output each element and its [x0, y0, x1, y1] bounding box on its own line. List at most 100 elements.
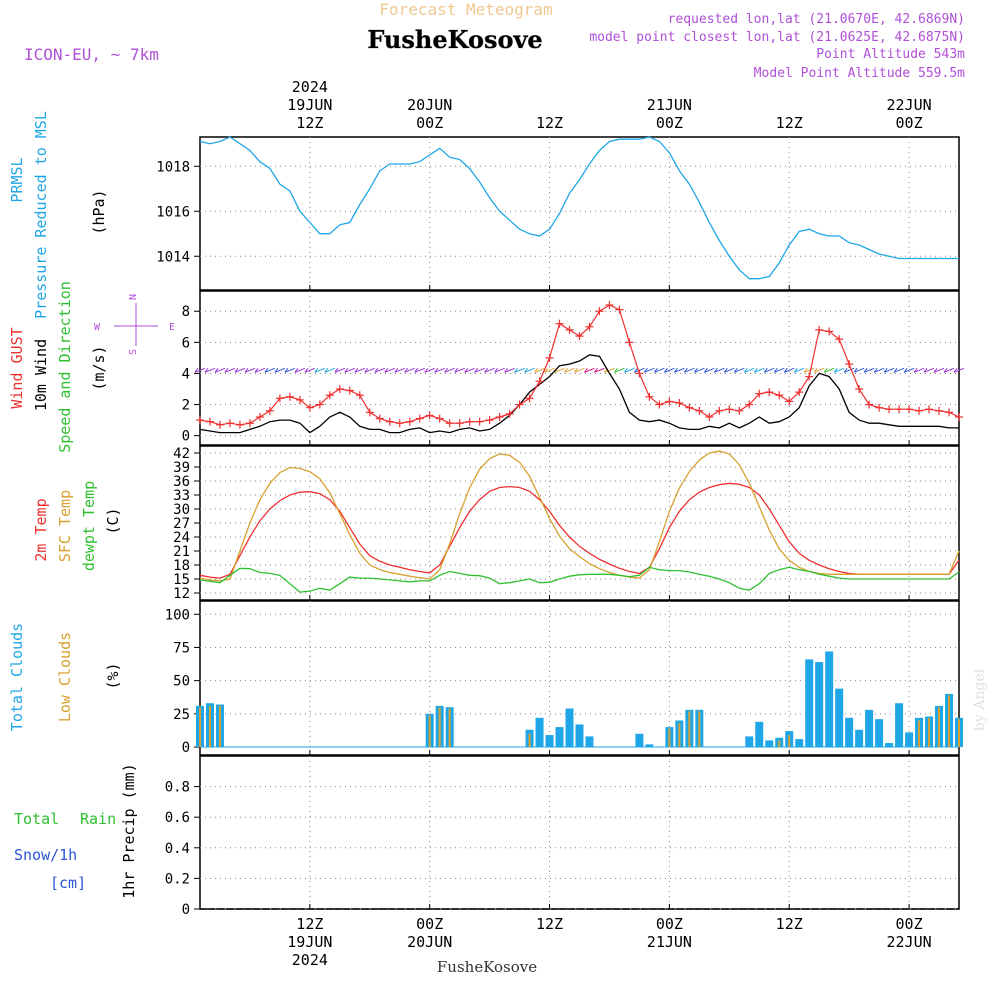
wind-barb [414, 367, 425, 373]
temperature-ytick-label: 33 [173, 488, 190, 504]
wind-gust-point [585, 322, 594, 331]
bottom-tick-label: 21JUN [647, 933, 692, 951]
wind-ytick-label: 6 [182, 335, 190, 351]
wind-barb-shaft [873, 367, 885, 373]
wind-gust-point [715, 406, 724, 415]
wind-barb-head [853, 368, 858, 373]
total-cloud-bar [645, 744, 654, 748]
wind-ytick-label: 0 [182, 429, 190, 445]
wind-barb-shaft [384, 367, 395, 373]
wind-gust-point [425, 411, 434, 420]
bottom-tick-label: 00Z [656, 915, 683, 933]
wind-barb-head [474, 368, 479, 373]
wind-barb-head [384, 368, 389, 373]
wind-barb-shaft [204, 367, 216, 373]
wind-barb [464, 367, 475, 373]
wind-gust-point [695, 406, 704, 415]
wind-10m-label: 10m Wind [32, 339, 50, 411]
wind-gust-point [765, 388, 774, 397]
total-cloud-bar [585, 736, 594, 748]
temperature-ytick-label: 21 [173, 544, 190, 560]
total-cloud-bar [845, 717, 854, 748]
wind-barb-head [484, 368, 489, 373]
wind-barb-head [524, 368, 528, 373]
wind-gust-point [775, 391, 784, 400]
temperature-ytick-label: 36 [173, 474, 190, 490]
wind-barb [683, 367, 695, 373]
wind-barb-head [813, 368, 818, 373]
wind-barb [304, 367, 316, 373]
wind-gust-point [745, 400, 754, 409]
wind-barb [254, 367, 266, 373]
point-altitude: Point Altitude 543m [816, 47, 965, 62]
wind-barb [883, 367, 895, 373]
wind-gust-point [705, 413, 714, 421]
footer-location: FusheKosove [437, 958, 537, 976]
wind-barb-shaft [484, 367, 495, 373]
wind-gust-point [635, 369, 644, 378]
total-cloud-bar [635, 733, 644, 748]
wind-barb-head [404, 368, 409, 373]
wind-barb-shaft [344, 367, 355, 373]
wind-barb-shaft [804, 367, 815, 373]
wind-barb [943, 367, 955, 373]
low-cloud-bar [528, 733, 531, 748]
wind-barb-shaft [714, 367, 725, 373]
wind-gust-point [655, 400, 664, 409]
top-tick-label: 00Z [416, 114, 443, 132]
wind-barb [484, 367, 495, 373]
wind-barb [723, 367, 735, 373]
wind-gust-point [505, 409, 514, 418]
wind-barb [364, 367, 375, 373]
wind-barb [773, 367, 785, 373]
pressure-labels: PRMSL Pressure Reduced to MSL (hPa) [8, 111, 108, 319]
wind-barb-shaft [364, 367, 375, 373]
wind-barb-head [304, 368, 309, 373]
precip-unit: 1hr Precip (mm) [120, 763, 138, 898]
wind-barb-shaft [724, 367, 735, 373]
wind-gust-point [605, 301, 614, 309]
wind-gust-point [825, 327, 834, 336]
wind-barb-head [494, 368, 499, 373]
wind-gust-point [815, 325, 824, 334]
wind-gust-point [915, 406, 924, 415]
wind-gust-point [315, 400, 324, 409]
wind-barb-shaft [264, 367, 276, 373]
wind-barb-head [284, 368, 289, 373]
wind-barb-head [544, 368, 548, 373]
total-cloud-bar [895, 703, 904, 748]
bottom-tick-label: 00Z [896, 915, 923, 933]
wind-gust-point [865, 400, 874, 409]
snow-label-1: Snow/1h [14, 846, 77, 864]
compass-s: S [128, 349, 139, 355]
bottom-tick-label: 12Z [536, 915, 563, 933]
wind-barb-head [683, 368, 688, 373]
wind-barb [863, 367, 875, 373]
wind-barb [394, 367, 405, 373]
wind-gust-point [445, 419, 454, 428]
total-cloud-bar [815, 662, 824, 748]
wind-gust-point [295, 395, 304, 404]
wind-barb-shaft [554, 367, 565, 373]
precip-ytick-label: 0.4 [165, 841, 190, 857]
wind-gust-point [435, 414, 444, 423]
low-cloud-bar [428, 715, 431, 748]
total-rain-label-2: Rain [80, 810, 116, 828]
wind-barb-shaft [524, 367, 535, 373]
pressure-line [199, 136, 959, 280]
wind-barb-head [653, 368, 658, 373]
wind-barb [584, 367, 595, 373]
bottom-tick-label: 19JUN [287, 933, 332, 951]
wind-gust-point [255, 413, 264, 421]
top-tick-label: 12Z [776, 114, 803, 132]
wind-barb-head [574, 368, 578, 373]
wind-barb [514, 367, 525, 373]
wind-barb [733, 367, 745, 373]
wind-gust-point [835, 335, 844, 344]
wind-barb-shaft [704, 367, 715, 373]
wind-barb-head [534, 368, 538, 373]
low-cloud-bar [928, 717, 931, 748]
model-altitude: Model Point Altitude 559.5m [754, 66, 965, 81]
wind-gust-point [495, 413, 504, 421]
temperature-ytick-label: 15 [173, 572, 190, 588]
